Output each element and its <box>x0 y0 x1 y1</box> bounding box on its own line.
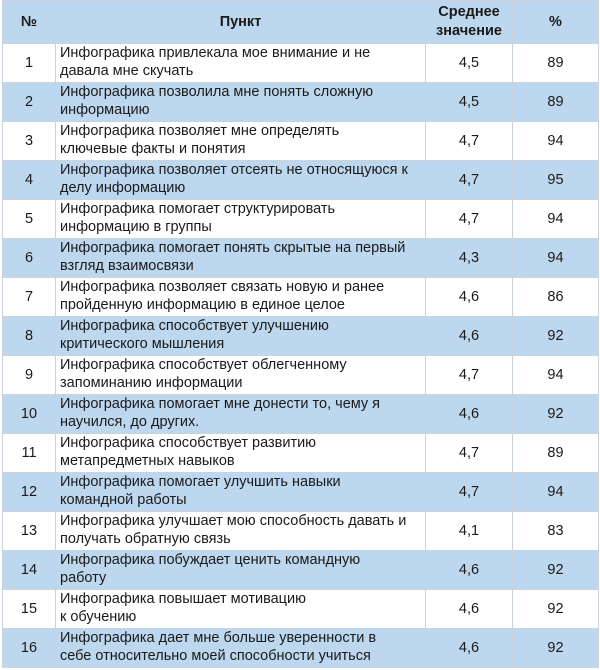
row-percent-value: 95 <box>512 160 599 200</box>
row-percent-value: 92 <box>512 628 599 668</box>
row-average-value: 4,3 <box>425 238 513 278</box>
table-row: 1 Инфографика привлекала мое внимание и н… <box>2 43 599 83</box>
header-percent: % <box>512 0 599 44</box>
header-item: Пункт <box>55 0 426 44</box>
table-row: 4 Инфографика позволяет отсеять не относя… <box>2 160 599 200</box>
row-average-value: 4,1 <box>425 511 513 551</box>
row-number: 15 <box>2 589 56 629</box>
row-item-text: Инфографика способствует облегченному за… <box>55 355 426 395</box>
row-average-value: 4,7 <box>425 355 513 395</box>
header-average: Среднее значение <box>425 0 513 44</box>
row-item-text: Инфографика дает мне больше уверенности … <box>55 628 426 668</box>
table-row: 5 Инфографика помогает структурировать ин… <box>2 199 599 239</box>
row-number: 6 <box>2 238 56 278</box>
table-row: 6 Инфографика помогает понять скрытые на … <box>2 238 599 278</box>
row-average-value: 4,7 <box>425 199 513 239</box>
table-row: 3 Инфографика позволяет мне определять кл… <box>2 121 599 161</box>
row-number: 1 <box>2 43 56 83</box>
row-number: 2 <box>2 82 56 122</box>
table-row: 13 Инфографика улучшает мою способность д… <box>2 511 599 551</box>
row-average-value: 4,6 <box>425 277 513 317</box>
table-row: 2 Инфографика позволила мне понять сложну… <box>2 82 599 122</box>
row-number: 16 <box>2 628 56 668</box>
row-percent-value: 89 <box>512 433 599 473</box>
row-percent-value: 92 <box>512 316 599 356</box>
row-item-text: Инфографика помогает мне донести то, чем… <box>55 394 426 434</box>
header-number: № <box>2 0 56 44</box>
row-average-value: 4,7 <box>425 160 513 200</box>
row-average-value: 4,6 <box>425 628 513 668</box>
row-number: 13 <box>2 511 56 551</box>
row-number: 11 <box>2 433 56 473</box>
table-body: 1 Инфографика привлекала мое внимание и н… <box>2 43 599 668</box>
row-number: 8 <box>2 316 56 356</box>
row-number: 4 <box>2 160 56 200</box>
row-percent-value: 94 <box>512 472 599 512</box>
row-average-value: 4,6 <box>425 550 513 590</box>
row-item-text: Инфографика улучшает мою способность дав… <box>55 511 426 551</box>
row-number: 9 <box>2 355 56 395</box>
row-item-text: Инфографика повышает мотивацию к обучени… <box>55 589 426 629</box>
row-percent-value: 89 <box>512 82 599 122</box>
row-item-text: Инфографика побуждает ценить командную р… <box>55 550 426 590</box>
row-number: 7 <box>2 277 56 317</box>
row-item-text: Инфографика помогает структурировать инф… <box>55 199 426 239</box>
table-row: 16 Инфографика дает мне больше уверенност… <box>2 628 599 668</box>
table-row: 15 Инфографика повышает мотивацию к обуче… <box>2 589 599 629</box>
row-average-value: 4,6 <box>425 394 513 434</box>
row-number: 14 <box>2 550 56 590</box>
table-row: 7 Инфографика позволяет связать новую и р… <box>2 277 599 317</box>
row-percent-value: 94 <box>512 238 599 278</box>
row-percent-value: 92 <box>512 589 599 629</box>
row-average-value: 4,6 <box>425 589 513 629</box>
row-percent-value: 94 <box>512 355 599 395</box>
header-row: № Пункт Среднее значение % <box>2 0 599 44</box>
row-item-text: Инфографика способствует развитию метапр… <box>55 433 426 473</box>
table-row: 9 Инфографика способствует облегченному з… <box>2 355 599 395</box>
row-percent-value: 83 <box>512 511 599 551</box>
row-percent-value: 89 <box>512 43 599 83</box>
row-number: 10 <box>2 394 56 434</box>
table-header: № Пункт Среднее значение % <box>2 0 599 44</box>
row-average-value: 4,5 <box>425 82 513 122</box>
row-item-text: Инфографика помогает улучшить навыки ком… <box>55 472 426 512</box>
row-number: 3 <box>2 121 56 161</box>
row-average-value: 4,7 <box>425 433 513 473</box>
row-percent-value: 94 <box>512 199 599 239</box>
row-percent-value: 94 <box>512 121 599 161</box>
table-row: 8 Инфографика способствует улучшению крит… <box>2 316 599 356</box>
row-item-text: Инфографика помогает понять скрытые на п… <box>55 238 426 278</box>
row-percent-value: 86 <box>512 277 599 317</box>
table-row: 14 Инфографика побуждает ценить командную… <box>2 550 599 590</box>
table-row: 11 Инфографика способствует развитию мета… <box>2 433 599 473</box>
table-row: 10 Инфографика помогает мне донести то, ч… <box>2 394 599 434</box>
row-percent-value: 92 <box>512 394 599 434</box>
row-item-text: Инфографика способствует улучшению крити… <box>55 316 426 356</box>
row-percent-value: 92 <box>512 550 599 590</box>
row-item-text: Инфографика привлекала мое внимание и не… <box>55 43 426 83</box>
row-item-text: Инфографика позволяет связать новую и ра… <box>55 277 426 317</box>
row-average-value: 4,6 <box>425 316 513 356</box>
row-item-text: Инфографика позволила мне понять сложную… <box>55 82 426 122</box>
row-average-value: 4,7 <box>425 472 513 512</box>
row-number: 5 <box>2 199 56 239</box>
row-item-text: Инфографика позволяет отсеять не относящ… <box>55 160 426 200</box>
row-average-value: 4,5 <box>425 43 513 83</box>
row-item-text: Инфографика позволяет мне определять клю… <box>55 121 426 161</box>
row-average-value: 4,7 <box>425 121 513 161</box>
row-number: 12 <box>2 472 56 512</box>
table-row: 12 Инфографика помогает улучшить навыки к… <box>2 472 599 512</box>
